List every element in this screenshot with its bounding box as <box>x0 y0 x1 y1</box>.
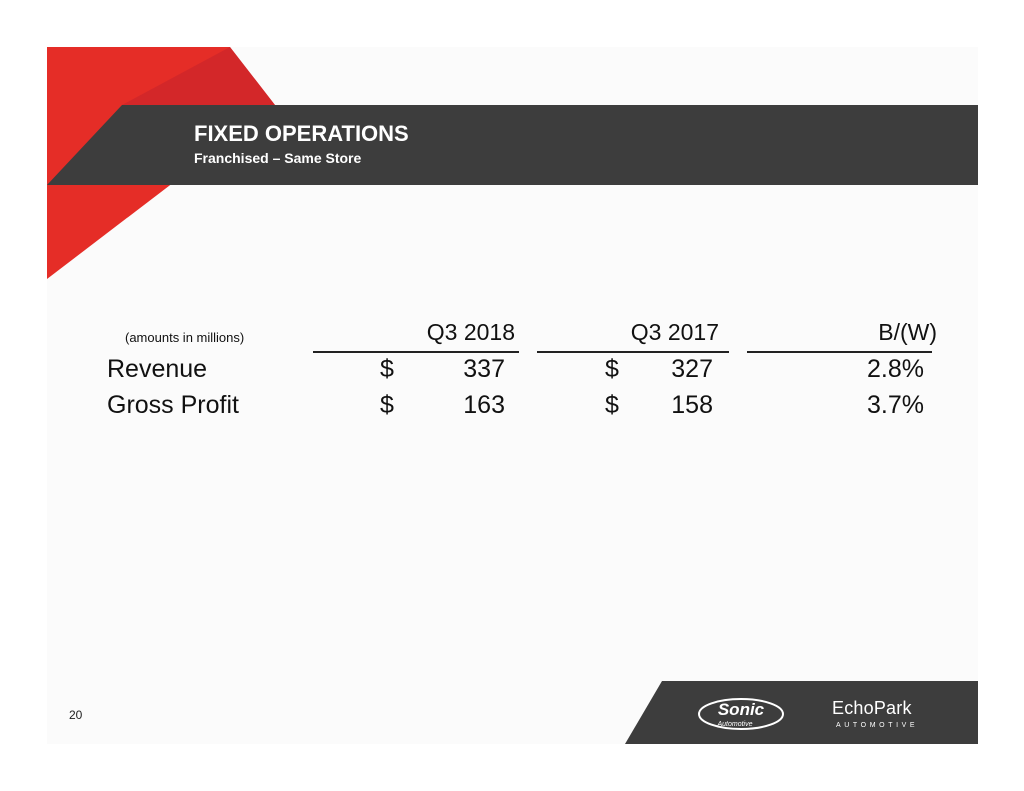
column-rule-q3-2018 <box>313 351 519 353</box>
column-header-change: B/(W) <box>878 319 937 345</box>
currency-symbol: $ <box>605 355 619 383</box>
currency-symbol: $ <box>380 355 394 383</box>
gross-profit-q3-2018: 163 <box>463 391 505 419</box>
revenue-q3-2017: 327 <box>671 355 713 383</box>
slide: FIXED OPERATIONS Franchised – Same Store… <box>47 47 978 744</box>
echopark-logo: EchoPark <box>832 698 912 718</box>
financial-table: (amounts in millions) Q3 2018 Q3 2017 B/… <box>47 47 978 447</box>
revenue-change: 2.8% <box>867 355 924 383</box>
slide-subtitle: Franchised – Same Store <box>194 150 362 166</box>
svg-text:Automotive: Automotive <box>716 721 752 728</box>
gross-profit-q3-2017: 158 <box>671 391 713 419</box>
title-bar <box>47 105 978 185</box>
column-rule-change <box>747 351 932 353</box>
gross-profit-change: 3.7% <box>867 391 924 419</box>
echopark-logo-tagline: AUTOMOTIVE <box>836 722 919 729</box>
row-label-revenue: Revenue <box>107 355 208 383</box>
sonic-automotive-logo: Sonic Automotive <box>698 698 784 730</box>
column-rule-q3-2017 <box>537 351 729 353</box>
row-label-gross-profit: Gross Profit <box>107 391 239 419</box>
slide-title: FIXED OPERATIONS <box>194 121 409 146</box>
svg-text:Sonic: Sonic <box>718 700 765 719</box>
table-note: (amounts in millions) <box>125 330 245 345</box>
column-header-q3-2017: Q3 2017 <box>630 319 719 345</box>
logo-bar <box>625 681 978 744</box>
revenue-q3-2018: 337 <box>463 355 505 383</box>
column-header-q3-2018: Q3 2018 <box>426 319 515 345</box>
page-number: 20 <box>69 708 83 722</box>
currency-symbol: $ <box>380 391 394 419</box>
currency-symbol: $ <box>605 391 619 419</box>
